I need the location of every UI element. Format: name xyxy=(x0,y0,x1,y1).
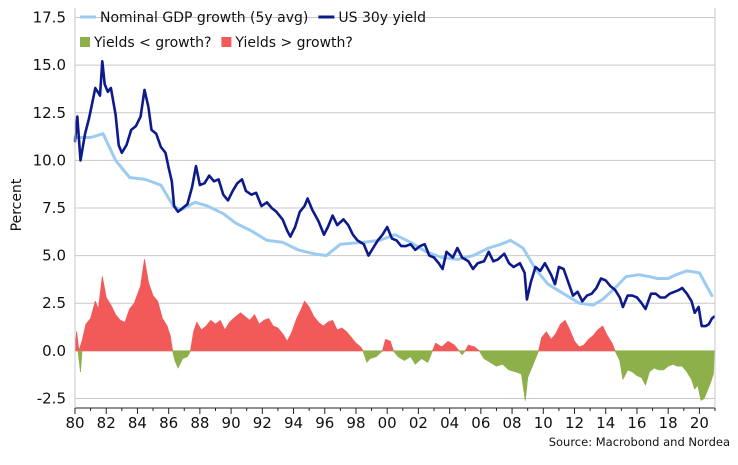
area-segment-7 xyxy=(538,319,616,352)
y-tick-label: 7.5 xyxy=(42,199,66,217)
x-tick-label: 92 xyxy=(253,414,272,432)
area-segment-10 xyxy=(362,350,383,363)
legend-label: Nominal GDP growth (5y avg) xyxy=(100,10,308,26)
y-tick-label: 17.5 xyxy=(33,9,66,27)
area-segment-3 xyxy=(190,300,364,352)
legend-label: US 30y yield xyxy=(338,10,426,26)
x-tick-label: 14 xyxy=(596,414,615,432)
x-tick-label: 02 xyxy=(409,414,428,432)
x-tick-label: 88 xyxy=(190,414,209,432)
x-tick-label: 94 xyxy=(284,414,303,432)
series-line-1 xyxy=(73,59,716,328)
y-tick-label: 12.5 xyxy=(33,104,66,122)
x-tick-label: 18 xyxy=(659,414,678,432)
area-segment-12 xyxy=(458,350,466,356)
area-segment-11 xyxy=(392,350,433,365)
x-tick-label: 10 xyxy=(534,414,553,432)
series-lines xyxy=(73,59,716,328)
legend-swatch xyxy=(221,37,232,47)
area-segment-8 xyxy=(77,350,83,373)
y-tick-label: -2.5 xyxy=(37,389,66,407)
x-tick-label: 98 xyxy=(346,414,365,432)
x-tick-label: 06 xyxy=(471,414,490,432)
x-tick-labels: 80 82 84 86 88 90 92 94 96 98 00 02 04 06 08 10 12 14 16 18… xyxy=(65,414,708,432)
legend-item: Yields < growth? xyxy=(80,35,211,51)
axes xyxy=(74,8,716,414)
x-tick-label: 96 xyxy=(315,414,334,432)
area-segment-2 xyxy=(74,258,174,352)
legend-item: US 30y yield xyxy=(318,10,426,26)
x-tick-label: 82 xyxy=(97,414,116,432)
y-tick-label: 2.5 xyxy=(42,294,66,312)
y-axis-label: Percent xyxy=(9,178,25,231)
x-tick-label: 16 xyxy=(627,414,646,432)
x-tick-label: 86 xyxy=(159,414,178,432)
area-segment-14 xyxy=(614,350,715,401)
y-tick-label: 15.0 xyxy=(33,56,66,74)
x-tick-label: 04 xyxy=(440,414,459,432)
difference-areas xyxy=(74,258,715,401)
y-tick-label: 0.0 xyxy=(42,342,66,360)
x-tick-label: 08 xyxy=(503,414,522,432)
legend-swatch xyxy=(80,37,90,47)
x-tick-label: 12 xyxy=(565,414,584,432)
area-segment-6 xyxy=(464,344,480,352)
legend-item: Yields > growth? xyxy=(221,35,353,51)
legend: Nominal GDP growth (5y avg) US 30y yield Y… xyxy=(80,10,426,51)
y-tick-label: 5.0 xyxy=(42,247,66,265)
area-segment-13 xyxy=(478,350,539,401)
legend-label: Yields > growth? xyxy=(234,35,352,51)
y-tick-label: 10.0 xyxy=(33,151,66,169)
area-segment-9 xyxy=(172,350,191,369)
x-tick-label: 90 xyxy=(222,414,241,432)
x-tick-label: 84 xyxy=(128,414,147,432)
source-note: Source: Macrobond and Nordea xyxy=(549,435,730,449)
x-tick-label: 80 xyxy=(65,414,84,432)
y-tick-labels: -2.5 0.0 2.5 5.0 7.5 10.0 12.5 15.0 17.5 xyxy=(33,9,66,408)
legend-item: Nominal GDP growth (5y avg) xyxy=(80,10,308,26)
x-tick-label: 20 xyxy=(690,414,709,432)
legend-label: Yields < growth? xyxy=(93,35,211,51)
x-tick-label: 00 xyxy=(378,414,397,432)
area-segment-4 xyxy=(382,338,394,352)
